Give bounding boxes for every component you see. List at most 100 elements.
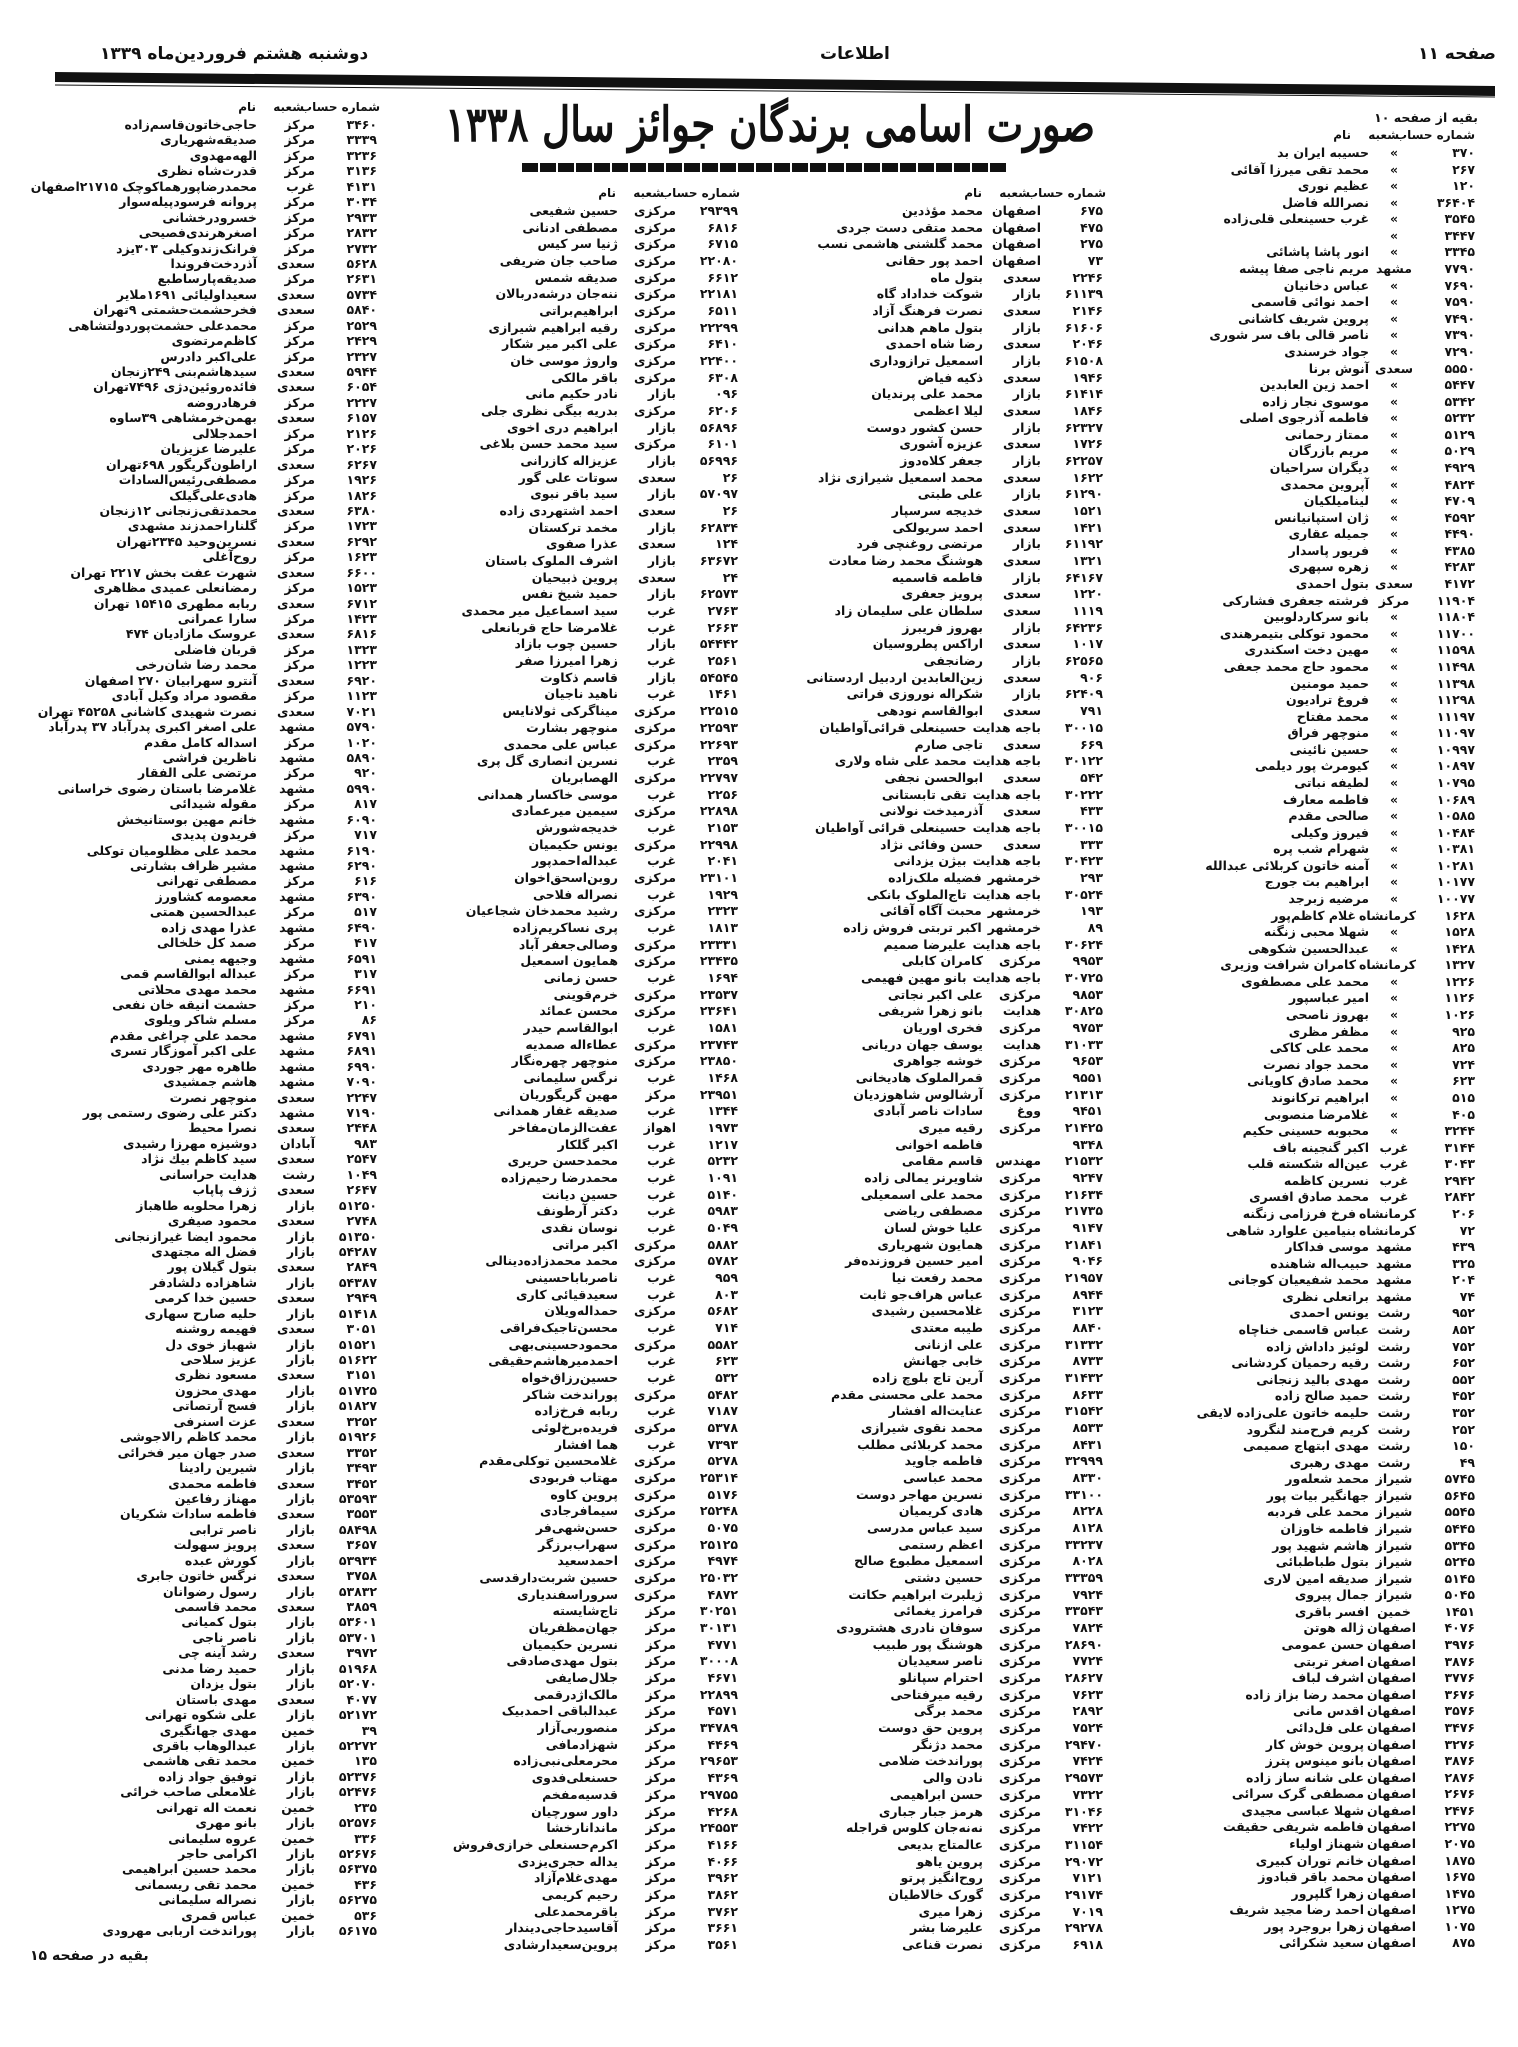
- winner-row: ۱۰۶۸۹» فاطمه معارف: [1197, 792, 1475, 807]
- winner-name: فرامرز یغمائی: [893, 1603, 983, 1619]
- account-number: ۵۴۴۴۲: [699, 636, 738, 652]
- account-number: ۶۱۱۹۲: [1064, 536, 1103, 552]
- account-number: ۲۹۰۷۲: [1064, 1853, 1103, 1869]
- winner-name: نرگس خاتون جابری: [136, 1568, 257, 1584]
- winner-row: ۱۵۲۱ سعدی خدیجه سرسپار: [806, 504, 1103, 518]
- branch: اصفهان: [992, 219, 1041, 235]
- winner-row: ۶۲۹۰ مشهد مشیر ظراف بشارتی: [31, 859, 377, 873]
- account-number: ۴۳۶: [354, 1876, 377, 1892]
- account-number: ۳۲۷۶: [1444, 1736, 1475, 1752]
- winner-row: ۳۹۶۲ مرکز مهدی‌غلام‌آزاد: [453, 1871, 738, 1885]
- winner-name: یوسف جهان دریانی: [861, 1036, 983, 1052]
- account-number: ۵۴۴۵: [1444, 1520, 1475, 1536]
- winner-name: سیمین میرعمادی: [511, 803, 618, 819]
- account-number: ۳۸۷۶: [1444, 1653, 1475, 1669]
- winner-name: پروین حق دوست: [878, 1720, 983, 1736]
- continued-from-note: بقیه از صفحه ۱۰: [1374, 110, 1478, 125]
- winner-name: اقدس مانی: [1292, 1703, 1365, 1719]
- winner-row: ۲۴۲۹ مرکز کاظم‌مرتضوی: [31, 334, 377, 348]
- branch: مرکزی: [633, 253, 676, 269]
- account-number: ۱۱۱۹: [1072, 603, 1103, 619]
- account-number: ۷۶۲۳: [1072, 1686, 1103, 1702]
- winner-row: ۲۲۱۸۱ مرکزی ننه‌جان درشه‌دربالان: [453, 287, 738, 301]
- account-number: ۸۵۳۳: [1072, 1420, 1103, 1436]
- account-number: ۳۱۲۳: [1072, 1303, 1103, 1319]
- winner-row: ۱۰۱۷ سعدی اراکس پطروسیان: [806, 637, 1103, 651]
- winner-name: علی اکبر آموزگار تسری: [110, 1043, 257, 1059]
- winner-name: محمد کاظم رالاجوشی: [119, 1429, 257, 1445]
- branch: اصفهان: [1367, 1686, 1416, 1702]
- winner-name: پرویز سهولت: [173, 1537, 257, 1553]
- account-number: ۲۰۴۶: [1072, 336, 1103, 352]
- account-number: ۷۰۱۹: [1072, 1903, 1103, 1919]
- winner-row: ۵۳۸۳۲ بازار رسول رضوانان: [31, 1584, 377, 1599]
- account-number: ۳۱۴۳۲: [1064, 1370, 1103, 1386]
- branch: غرب: [647, 1270, 676, 1285]
- account-number: ۳۴۵۲: [346, 1475, 377, 1491]
- winner-row: ۳۳۵۲ سعدی صدر جهان میر فخرائی: [31, 1444, 377, 1460]
- winner-name: بانو زهرا شریفی: [878, 1003, 983, 1019]
- winner-row: ۳۵۷۶ اصفهان اقدس مانی: [1197, 1704, 1475, 1718]
- branch: غرب: [647, 1019, 676, 1035]
- newspaper-name: اطلاعات: [820, 44, 890, 64]
- branch: مرکزی: [998, 1119, 1041, 1135]
- winner-name: محسن‌تاجیک‌فراقی: [499, 1320, 618, 1336]
- account-number: ۹۶۵۳: [1072, 1053, 1103, 1069]
- branch: مرکز: [284, 271, 315, 287]
- winner-name: نه‌نه‌جان کلوس قراجله: [845, 1820, 983, 1836]
- account-number: ۷۴۲۴: [1072, 1753, 1103, 1769]
- winner-row: ۱۱۹۰۴ مرکز فرشته جعفری فشارکی: [1197, 593, 1475, 608]
- winner-row: ۲۲۵۶ غرب موسی خاکسار همدانی: [453, 787, 738, 802]
- account-number: ۳۹۷۲: [346, 1645, 377, 1661]
- account-number: ۱۶۹۴: [707, 969, 738, 985]
- account-number: ۲۰۲۶: [346, 441, 377, 457]
- account-number: ۶۰۹۰: [346, 811, 377, 827]
- winner-name: بتول ماه: [930, 269, 983, 285]
- winner-row: ۲۹۶۵۳ مرکز محرمعلی‌نبی‌زاده: [453, 1754, 738, 1768]
- account-number: ۲۳۹۵۱: [699, 1086, 738, 1102]
- winner-row: ۹۲۵» مظفر مظری: [1197, 1024, 1475, 1039]
- winner-row: ۱۶۲۸ کرمانشاه غلام کاظم‌پور: [1197, 908, 1475, 923]
- winner-row: ۵۶۸۲ مرکزی حمداله‌ویلان: [453, 1304, 738, 1318]
- account-number: ۱۹۷۳: [707, 1119, 738, 1135]
- account-number: ۲۲۴۶: [1072, 269, 1103, 285]
- winner-name: احمدجلالی: [192, 425, 257, 441]
- winner-name: پوراندخت شاکر: [523, 1386, 618, 1402]
- branch: رشت: [1377, 1454, 1411, 1470]
- account-number: ۱۱۰۹۷: [1436, 725, 1475, 741]
- winner-row: ۲۶ سعدی سوتات علی گور: [453, 470, 738, 485]
- winner-row: ۲۲۸۹۹ مرکز مالک‌اژدرقمی: [453, 1687, 738, 1702]
- account-number: ۲۲۴۷: [346, 1089, 377, 1105]
- account-number: ۳۶۷۶: [1444, 1686, 1475, 1702]
- winner-row: ۳۳۳۵۹ مرکزی حسین دشتی: [806, 1571, 1103, 1585]
- winner-row: ۳۳۶ خمین عروه سلیمانی: [31, 1831, 377, 1846]
- account-number: ۳۴۷۸۹: [699, 1720, 738, 1736]
- branch: غرب: [647, 1169, 676, 1185]
- winner-row: ۷۴ مشهد براتعلی نظری: [1197, 1289, 1475, 1304]
- winner-name: محمد کربلائی مطلب: [857, 1436, 983, 1452]
- branch: »: [1389, 1106, 1399, 1122]
- account-number: ۳۳۵۲: [346, 1444, 377, 1460]
- branch: مرکزی: [998, 953, 1041, 969]
- branch: »: [1389, 178, 1399, 194]
- account-number: ۲۹۶۵۳: [699, 1753, 738, 1769]
- account-number: ۳۱۵۴۲: [1064, 1403, 1103, 1419]
- branch: سعدی: [276, 502, 315, 518]
- branch: هدایت: [1002, 1036, 1041, 1052]
- branch: مرکزی: [633, 203, 676, 218]
- winner-row: ۱۰۴۹ رشت هدایت حراسانی: [31, 1167, 377, 1182]
- winner-row: ۵۸۴۹۸ بازار ناصر ترابی: [31, 1522, 377, 1537]
- account-number: ۸۸۴۰: [1072, 1320, 1103, 1336]
- branch: مشهد: [279, 1058, 315, 1074]
- winner-row: ۳۲۵ مشهد حبیب‌اله شاهنده: [1197, 1256, 1475, 1271]
- account-number: ۱۵۲۳: [346, 580, 377, 596]
- account-number: ۷۵۹۰: [1444, 294, 1475, 310]
- winner-name: حسن زمانی: [543, 969, 618, 985]
- branch: مرکز: [284, 194, 315, 210]
- account-number: ۱۴۷۵: [1444, 1885, 1475, 1901]
- account-number: ۲۳۶۴۱: [699, 1003, 738, 1019]
- winner-name: اسمعیل ترازوداری: [869, 353, 983, 369]
- account-number: ۱۸۱۳: [707, 919, 738, 935]
- account-number: ۲۱۷۳۵: [1064, 1203, 1103, 1219]
- branch: مرکز: [284, 688, 315, 704]
